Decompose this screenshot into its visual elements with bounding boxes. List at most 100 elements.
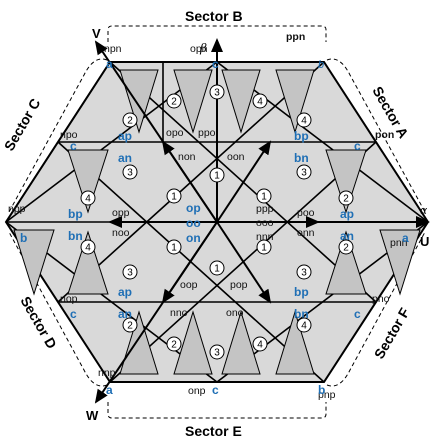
region-number-two: 2 [171,97,177,108]
region-number-one: 1 [261,243,267,254]
vector-nnn: nnn [256,231,274,243]
region-number-two: 2 [127,116,133,127]
corner-b-top: b [318,59,324,71]
region-number-circle [296,164,312,180]
region-number-circle [338,239,354,255]
vector-oon: oon [227,151,245,163]
bracket-sector-a [326,58,426,213]
corner-c-lowleft: c [70,307,77,321]
vector-to-pop [216,221,272,304]
region-bn-upright: bn [294,151,309,165]
vector-noo: noo [112,227,130,239]
vector-pno: pno [372,293,390,305]
region-number-three: 3 [301,168,307,179]
vector-to-pon [216,140,272,223]
region-bp-left: bp [68,207,83,221]
region-number-circle [209,84,225,100]
region-number-one: 1 [214,264,220,275]
corner-a-top: a [106,57,113,71]
vector-pnn: pnn [390,237,408,249]
vector-nno: nno [170,307,188,319]
region-number-three: 3 [301,268,307,279]
label-alpha-axis: α [420,202,428,217]
vector-opp: opp [112,207,130,219]
region-ap-upleft: ap [118,129,132,143]
vector-ono: ono [226,307,244,319]
vector-ooo: ooo [256,217,274,229]
region-bn-left: bn [68,229,83,243]
region-number-circle [122,264,138,280]
corner-a-right: a [402,231,409,245]
region-labels: ap an bp bn bp bn ap an ap an bp bn [68,129,354,321]
label-u-axis: U [420,234,429,249]
vector-non: non [178,151,196,163]
region-number-circle [80,190,96,206]
label-sector-c: Sector C [1,96,44,154]
vector-pop: pop [230,279,248,291]
region-number-three: 3 [127,168,133,179]
vector-nnp: nnp [98,367,116,379]
bracket-sector-c [8,58,108,213]
label-oo: oo [186,216,201,230]
region-number-one: 1 [261,192,267,203]
vector-onp: onp [188,385,206,397]
region-number-three: 3 [214,348,220,359]
region-number-three: 3 [214,88,220,99]
region-number-one: 1 [171,243,177,254]
region-number-circle [166,239,182,255]
label-op: op [186,201,201,215]
vector-nop: nop [60,293,78,305]
region-an-upleft: an [118,151,132,165]
region-number-three: 3 [127,268,133,279]
label-v-axis: V [92,26,101,41]
region-number-circle [209,260,225,276]
region-number-circle [209,167,225,183]
region-number-circle [252,336,268,352]
bracket-sector-d [8,231,108,387]
vector-ppo: ppo [198,127,216,139]
region-number-circle [122,164,138,180]
vector-pon: pon [375,129,394,141]
region-number-circle [166,93,182,109]
vector-opn: opn [190,43,208,55]
label-beta-axis: β [199,40,207,55]
region-number-circle [80,239,96,255]
region-ap-lowleft: ap [118,285,132,299]
vector-pnp: pnp [318,389,336,401]
region-bp-lowright: bp [294,285,309,299]
region-number-circle [338,190,354,206]
region-number-two: 2 [343,194,349,205]
vector-opo: opo [166,127,184,139]
region-number-one: 1 [214,171,220,182]
region-number-two: 2 [127,321,133,332]
region-number-circle [252,93,268,109]
corner-c-top: c [212,57,219,71]
region-number-circle [256,188,272,204]
corner-c-bottom: c [212,383,219,397]
corner-c-left: c [70,139,77,153]
vector-to-oop [161,221,218,304]
vector-ppn: ppn [286,31,305,43]
region-number-circle [296,112,312,128]
vector-onn: onn [297,227,315,239]
bracket-sector-f [326,231,426,387]
region-number-four: 4 [301,116,307,127]
region-number-four: 4 [301,321,307,332]
corner-c-lowright: c [354,307,361,321]
region-number-four: 4 [257,97,263,108]
bracket-sector-b [107,25,327,42]
region-number-two: 2 [343,243,349,254]
vector-oop: oop [180,279,198,291]
corner-b-bottom: b [318,383,325,397]
region-number-circle [256,239,272,255]
region-number-circle [122,112,138,128]
region-number-circle [209,344,225,360]
region-number-four: 4 [85,243,91,254]
vector-npn: npn [104,43,122,55]
vector-poo: poo [297,207,315,219]
bracket-sector-e [107,402,327,419]
label-sector-d: Sector D [17,294,60,352]
sector-brackets [8,25,426,419]
vector-to-non [161,140,218,223]
